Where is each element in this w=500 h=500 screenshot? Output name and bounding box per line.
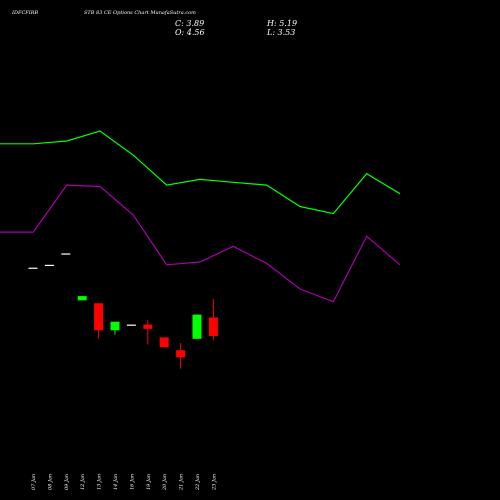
candle-body (61, 253, 71, 255)
candle-14-jan (110, 321, 120, 335)
candle-body (126, 324, 136, 326)
x-tick-label: 19 Jan (146, 474, 152, 490)
candle-13-jan (94, 303, 104, 339)
candle-08-jan (44, 264, 54, 267)
candles (28, 253, 218, 369)
indicator-lines (0, 130, 401, 303)
x-tick-label: 13 Jan (97, 474, 103, 490)
candle-body (44, 264, 54, 267)
candle-20-jan (159, 337, 169, 348)
candle-12-jan (77, 296, 87, 301)
x-tick-label: 08 Jan (47, 474, 53, 490)
candle-body (143, 324, 153, 329)
x-tick-label: 23 Jan (211, 474, 217, 491)
chart-title: STB 83 CE Options Chart MunafaSutra.com (84, 10, 196, 16)
indicator-line-1 (0, 130, 401, 215)
x-tick-label: 12 Jan (80, 474, 86, 490)
x-tick-label: 14 Jan (113, 474, 119, 490)
candle-16-jan (126, 324, 136, 326)
symbol-label: IDFCFIRB (12, 10, 39, 16)
x-axis-labels: 07 Jan 08 Jan 09 Jan 12 Jan 13 Jan 14 Jan 16 J… (31, 474, 217, 491)
candle-body (77, 296, 87, 301)
high-value: H: 5.19 (267, 19, 298, 28)
candle-19-jan (143, 320, 153, 345)
candle-09-jan (61, 253, 71, 255)
x-tick-label: 22 Jan (195, 474, 201, 491)
x-tick-label: 16 Jan (129, 474, 135, 490)
close-value: C: 3.89 (175, 19, 205, 28)
candle-23-jan (208, 298, 218, 341)
candle-body (176, 350, 186, 358)
open-value: O: 4.56 (175, 28, 205, 37)
candle-body (192, 314, 202, 339)
low-value: L: 3.53 (267, 28, 296, 37)
candle-body (159, 337, 169, 348)
indicator-line-2 (0, 184, 401, 303)
candle-07-jan (28, 267, 38, 269)
candle-body (208, 317, 218, 336)
candle-22-jan (192, 314, 202, 339)
x-tick-label: 07 Jan (31, 474, 37, 490)
x-tick-label: 09 Jan (64, 474, 70, 490)
candle-21-jan (176, 343, 186, 369)
candle-body (110, 321, 120, 331)
x-tick-label: 21 Jan (179, 474, 185, 491)
x-tick-label: 20 Jan (162, 474, 168, 491)
candle-body (28, 267, 38, 269)
candle-body (94, 303, 104, 331)
